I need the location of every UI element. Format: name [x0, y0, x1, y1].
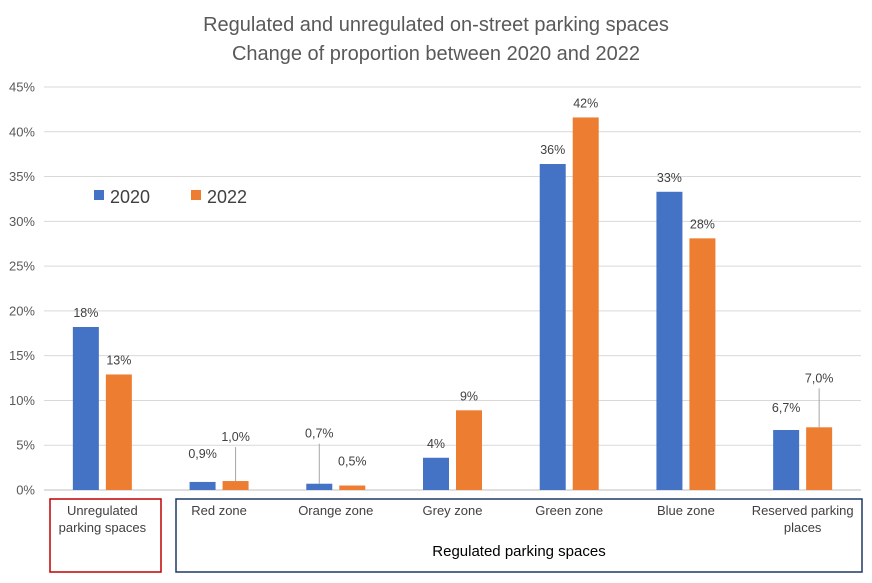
y-tick-label: 25%	[9, 259, 35, 274]
y-tick-label: 10%	[9, 393, 35, 408]
data-label-2022-5: 28%	[690, 217, 715, 231]
category-label-5: Blue zone	[657, 503, 715, 518]
gridlines	[44, 86, 861, 491]
data-label-2020-1: 0,9%	[188, 447, 217, 461]
data-labels: 18% 13% 0,9% 1,0% 0,7% 0,5% 4% 9% 36% 42% 33% 28% 6,…	[73, 96, 833, 468]
bar-2020-6	[773, 429, 800, 490]
data-label-2022-0: 13%	[106, 353, 131, 367]
legend-label-2020: 2020	[110, 187, 150, 207]
bars	[72, 117, 833, 491]
category-groups: Regulated parking spaces	[49, 498, 863, 573]
legend: 2020 2022	[94, 187, 247, 207]
leader-lines	[235, 388, 820, 484]
data-label-2022-4: 42%	[573, 96, 598, 110]
bar-2022-1	[222, 481, 249, 490]
legend-label-2022: 2022	[207, 187, 247, 207]
category-label-1: Red zone	[191, 503, 247, 518]
data-label-2020-0: 18%	[73, 306, 98, 320]
data-label-2020-2: 0,7%	[305, 427, 334, 441]
bar-2022-3	[456, 410, 482, 490]
chart-title-line-1: Regulated and unregulated on-street park…	[203, 14, 669, 36]
legend-swatch-2020	[94, 190, 104, 200]
chart-title-line-2: Change of proportion between 2020 and 20…	[232, 43, 640, 65]
y-tick-label: 5%	[16, 438, 35, 453]
data-label-2022-1: 1,0%	[221, 430, 250, 444]
category-group-box-1	[175, 498, 863, 573]
category-label-line: parking spaces	[59, 520, 147, 535]
y-tick-label: 35%	[9, 169, 35, 184]
legend-swatch-2022	[191, 190, 201, 200]
category-label-0: Unregulated parking spaces	[59, 503, 147, 535]
category-label-line: Green zone	[535, 503, 603, 518]
bar-2020-1	[189, 481, 216, 490]
bar-2020-4	[539, 164, 566, 491]
category-labels: Unregulated parking spaces Red zone Orange …	[59, 503, 854, 535]
category-label-line: Blue zone	[657, 503, 715, 518]
chart-title: Regulated and unregulated on-street park…	[203, 14, 669, 65]
category-label-line: Reserved parking	[752, 503, 854, 518]
category-label-line: Red zone	[191, 503, 247, 518]
bar-2022-2	[339, 485, 366, 490]
y-tick-label: 15%	[9, 348, 35, 363]
category-label-line: Unregulated	[67, 503, 138, 518]
data-label-2020-4: 36%	[540, 143, 565, 157]
category-label-line: Grey zone	[423, 503, 483, 518]
y-tick-label: 30%	[9, 214, 35, 229]
bar-2022-6	[806, 427, 833, 490]
y-tick-label: 45%	[9, 80, 35, 95]
y-axis: 0% 5% 10% 15% 20% 25% 30% 35% 40% 45%	[9, 80, 35, 498]
y-tick-label: 40%	[9, 124, 35, 139]
bar-2022-0	[105, 374, 132, 490]
bar-2022-4	[572, 117, 599, 491]
bar-2020-0	[72, 327, 99, 490]
category-label-line: Orange zone	[298, 503, 373, 518]
category-group-box-0	[49, 498, 162, 573]
data-label-2022-6: 7,0%	[805, 371, 834, 385]
category-label-6: Reserved parking places	[752, 503, 854, 535]
category-label-2: Orange zone	[298, 503, 373, 518]
bar-2020-5	[656, 191, 683, 490]
bar-2022-5	[689, 238, 716, 490]
bar-2020-2	[306, 483, 333, 490]
category-label-3: Grey zone	[423, 503, 483, 518]
data-label-2020-3: 4%	[427, 437, 445, 451]
data-label-2022-2: 0,5%	[338, 455, 367, 469]
category-label-4: Green zone	[535, 503, 603, 518]
y-tick-label: 20%	[9, 303, 35, 318]
bar-2020-3	[423, 457, 449, 490]
data-label-2020-6: 6,7%	[772, 401, 801, 415]
data-label-2022-3: 9%	[460, 389, 478, 403]
category-group-label: Regulated parking spaces	[432, 543, 605, 560]
data-label-2020-5: 33%	[657, 171, 682, 185]
y-tick-label: 0%	[16, 483, 35, 498]
category-label-line: places	[784, 520, 822, 535]
